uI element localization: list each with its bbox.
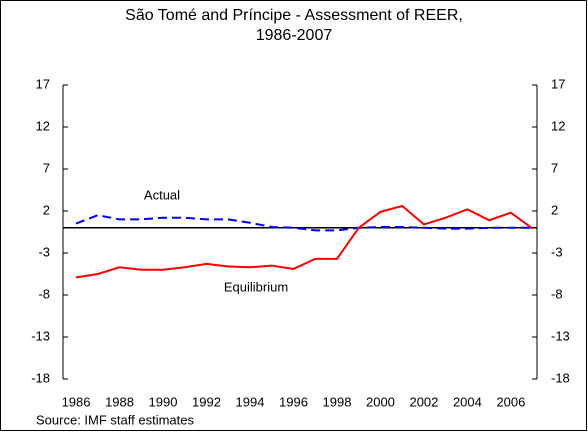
y2-tick-label: -8 bbox=[551, 286, 563, 301]
series-annotation: Equilibrium bbox=[224, 279, 288, 294]
y2-tick-label: -18 bbox=[551, 370, 570, 385]
y-tick-label: -3 bbox=[38, 244, 50, 259]
source-note: Source: IMF staff estimates bbox=[36, 412, 194, 427]
series-line bbox=[75, 204, 534, 279]
x-tick-label: 2002 bbox=[409, 394, 438, 409]
y-tick-label: 7 bbox=[43, 160, 50, 175]
x-tick-label: 2000 bbox=[366, 394, 395, 409]
y-tick-label: 17 bbox=[36, 76, 50, 91]
y-tick-label: 12 bbox=[36, 118, 50, 133]
x-tick-label: 1994 bbox=[236, 394, 265, 409]
chart-title: São Tomé and Príncipe - Assessment of RE… bbox=[125, 7, 463, 44]
y2-tick-label: 12 bbox=[551, 118, 565, 133]
series-line bbox=[75, 214, 533, 232]
x-tick-label: 2004 bbox=[453, 394, 482, 409]
x-tick-label: 1992 bbox=[192, 394, 221, 409]
x-tick-label: 1986 bbox=[62, 394, 91, 409]
series-annotation: Actual bbox=[144, 187, 180, 202]
y-tick-label: -8 bbox=[38, 286, 50, 301]
x-tick-label: 1990 bbox=[149, 394, 178, 409]
x-tick-label: 1998 bbox=[323, 394, 352, 409]
y2-tick-label: -13 bbox=[551, 328, 570, 343]
x-tick-label: 2006 bbox=[496, 394, 525, 409]
y-tick-label: -18 bbox=[31, 370, 50, 385]
x-tick-label: 1996 bbox=[279, 394, 308, 409]
y2-tick-label: -3 bbox=[551, 244, 563, 259]
x-tick-label: 1988 bbox=[105, 394, 134, 409]
y2-tick-label: 7 bbox=[551, 160, 558, 175]
y2-tick-label: 17 bbox=[551, 76, 565, 91]
y2-tick-label: 2 bbox=[551, 202, 558, 217]
y-tick-label: 2 bbox=[43, 202, 50, 217]
y-tick-label: -13 bbox=[31, 328, 50, 343]
